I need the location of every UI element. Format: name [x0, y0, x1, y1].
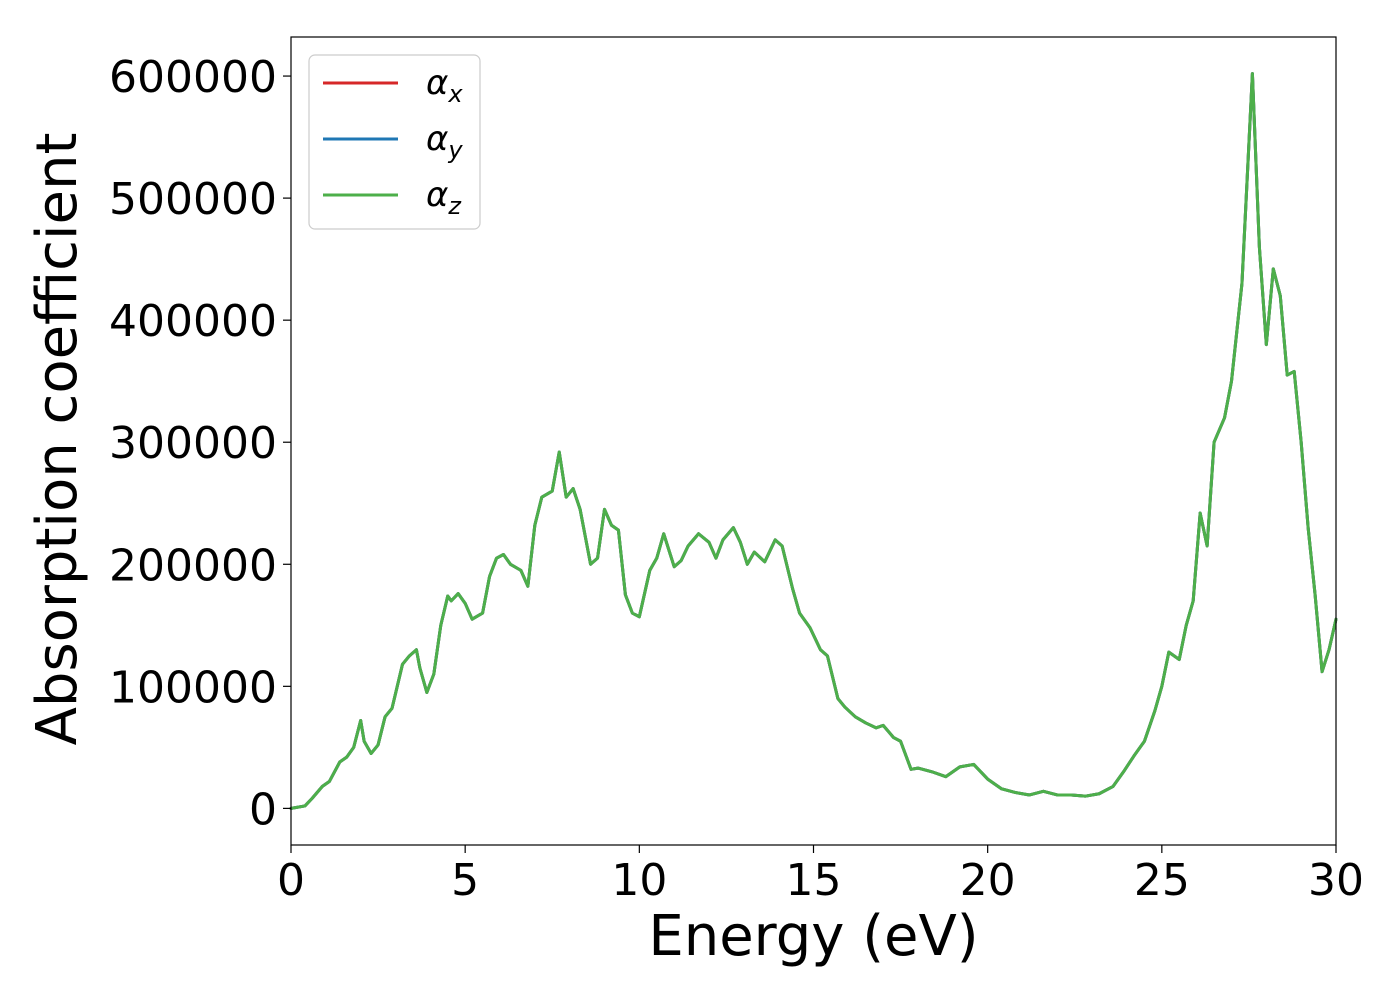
y-tick-label: 0	[249, 784, 277, 835]
legend-subscript: x	[447, 80, 463, 108]
plot-lines	[289, 72, 1338, 810]
legend-box	[308, 54, 481, 230]
y-tick-label: 500000	[109, 174, 277, 225]
legend-label-alpha_z: αz	[426, 175, 462, 220]
y-axis-ticks: 0 100000 200000 300000 400000 500000 600000	[109, 52, 291, 835]
series-line-alpha_z	[289, 72, 1338, 810]
legend-subscript: z	[447, 192, 462, 220]
x-axis-title: Energy (eV)	[648, 904, 978, 969]
x-tick-label: 15	[786, 855, 842, 906]
y-tick-label: 100000	[109, 662, 277, 713]
x-tick-label: 0	[277, 855, 305, 906]
x-tick-label: 25	[1134, 855, 1190, 906]
x-tick-label: 5	[451, 855, 479, 906]
x-tick-label: 20	[960, 855, 1016, 906]
y-tick-label: 400000	[109, 296, 277, 347]
x-axis-ticks: 0 5 10 15 20 25 30	[277, 845, 1364, 906]
y-tick-label: 600000	[109, 52, 277, 103]
x-tick-label: 30	[1308, 855, 1364, 906]
y-axis-title: Absorption coefficient	[25, 133, 90, 746]
legend-subscript: y	[447, 136, 463, 164]
y-tick-label: 300000	[109, 418, 277, 469]
x-tick-label: 10	[611, 855, 667, 906]
y-tick-label: 200000	[109, 540, 277, 591]
